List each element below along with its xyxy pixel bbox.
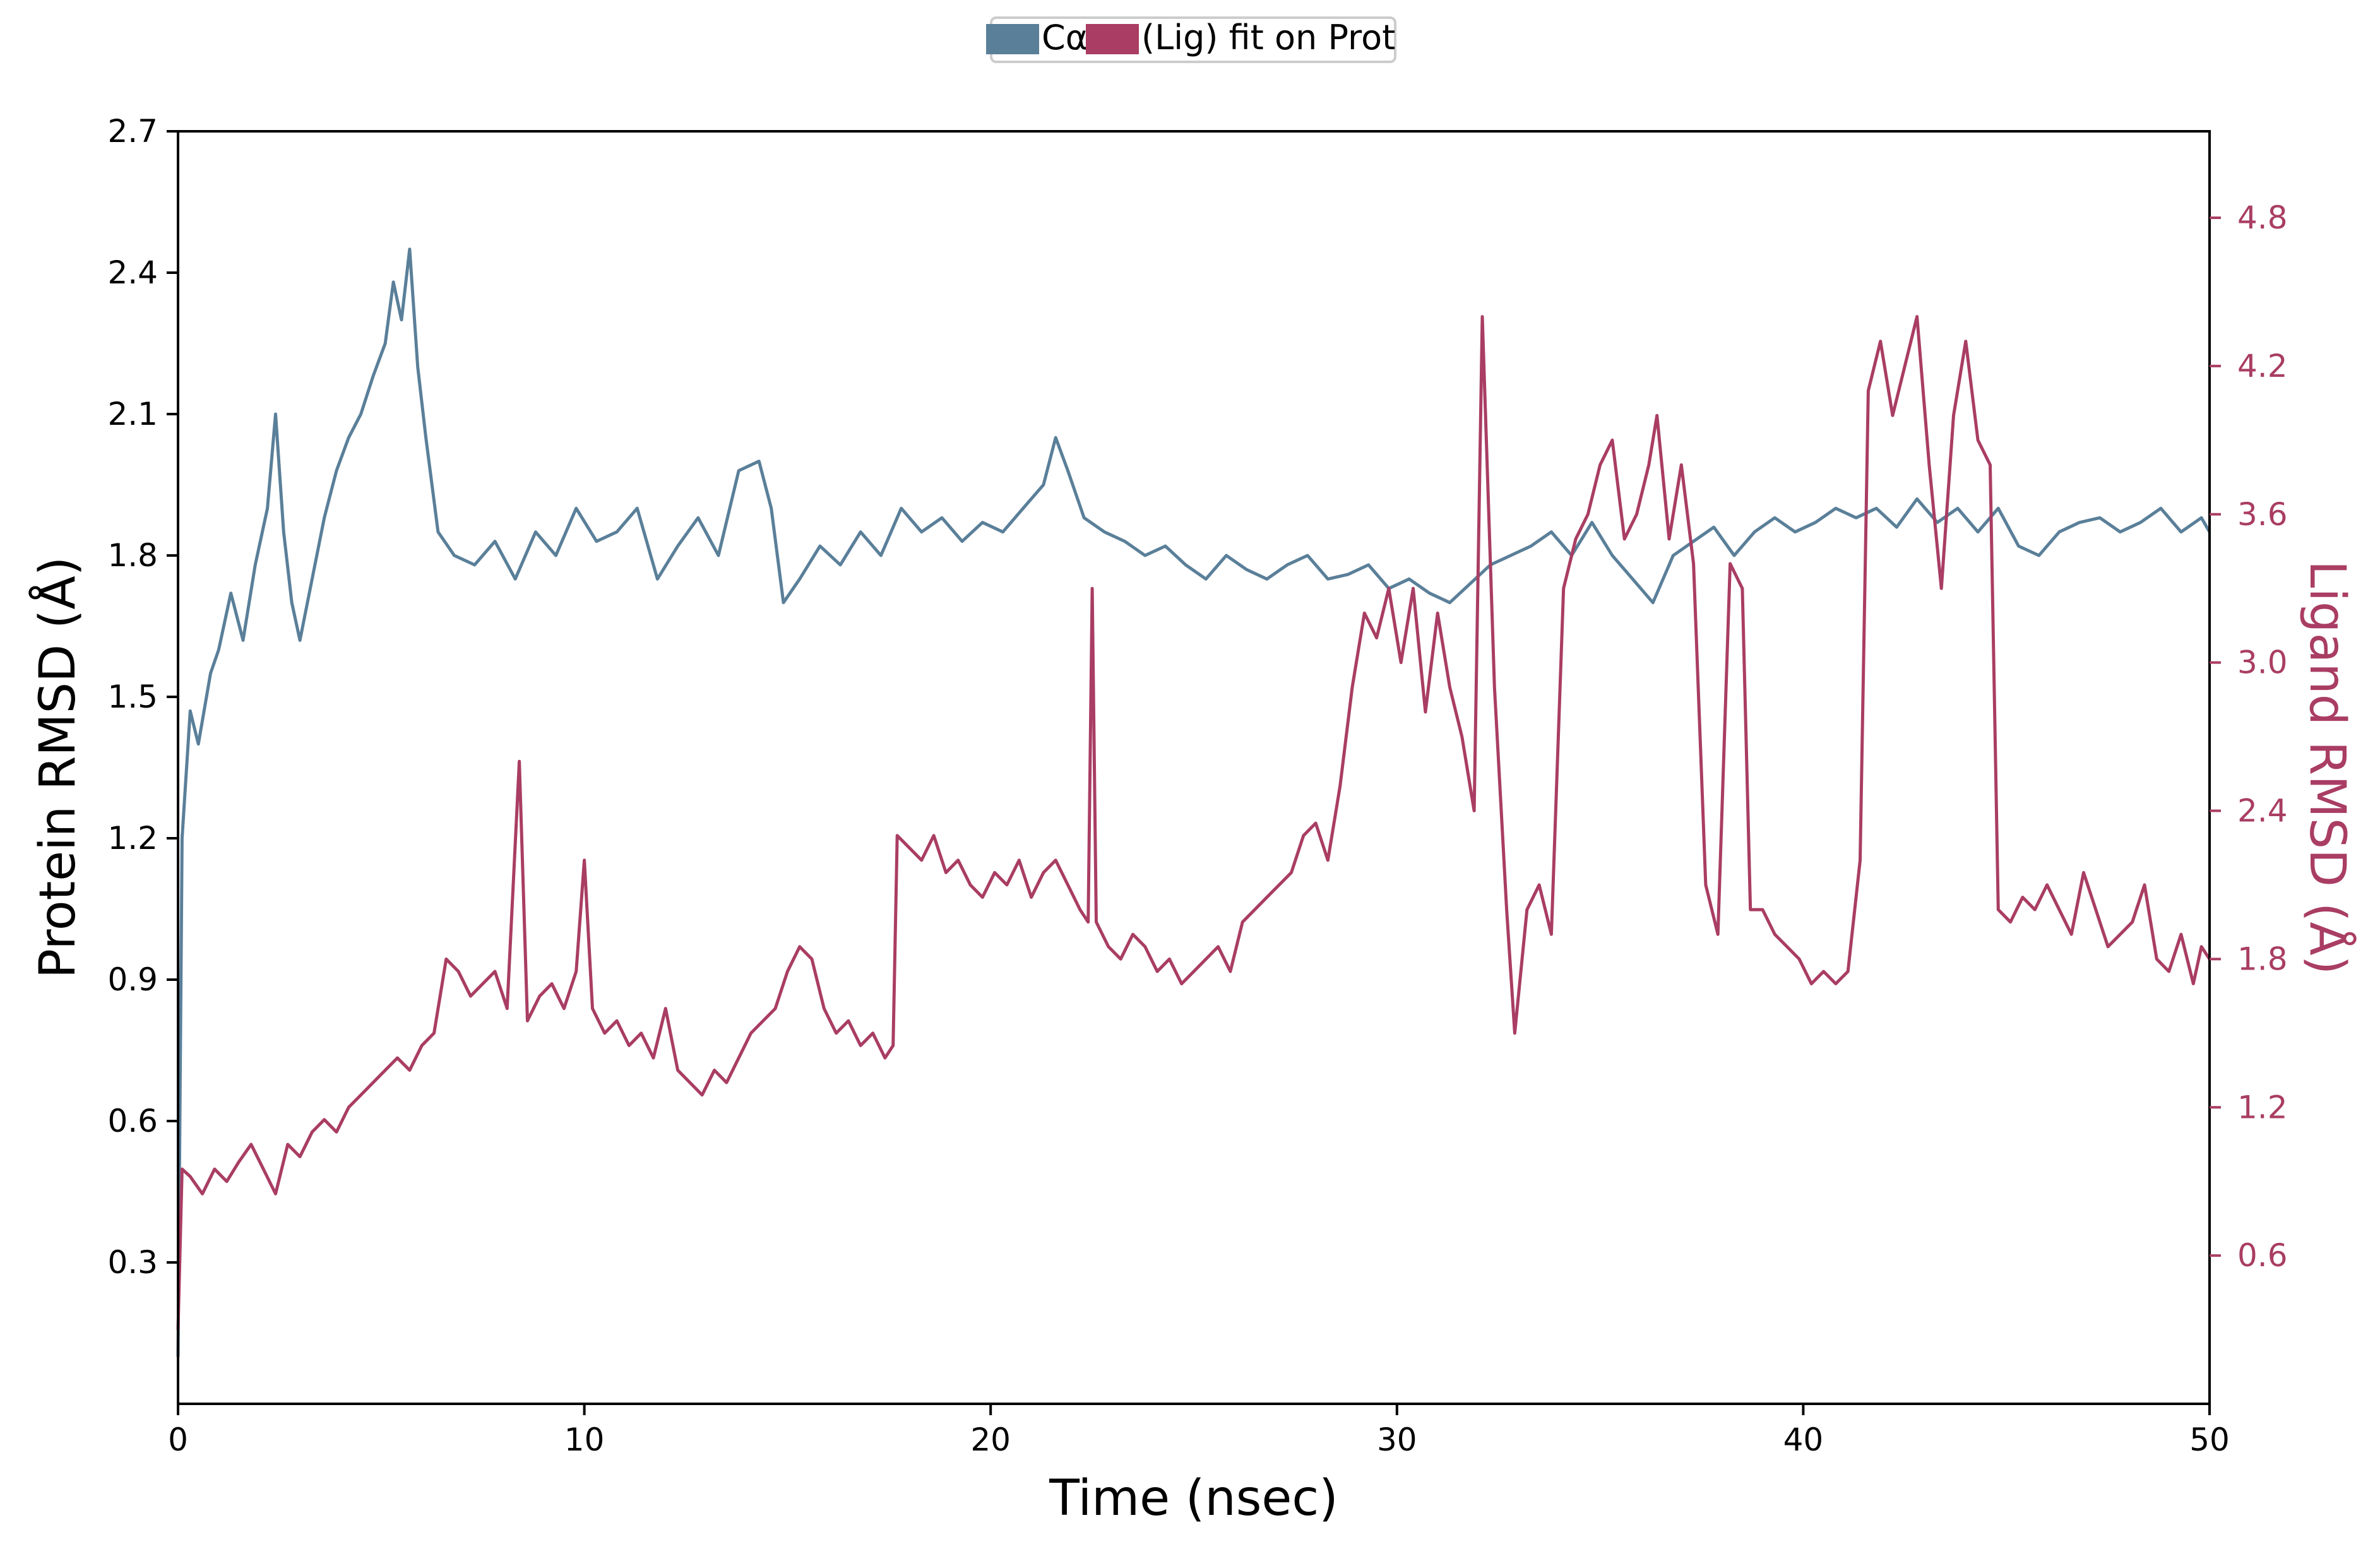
- x-tick-label: 50: [2189, 1421, 2230, 1458]
- plot-frame: [177, 130, 2211, 1405]
- y-left-tick-label: 1.2: [107, 820, 158, 857]
- y-right-tick-label: 0.6: [2237, 1237, 2288, 1274]
- y-left-tick-label: 1.8: [107, 537, 158, 574]
- legend-swatch-ca: [986, 24, 1039, 54]
- y-left-tick-label: 1.5: [107, 679, 158, 715]
- y-left-tick-label: 0.9: [107, 961, 158, 998]
- y-left-tick-label: 0.6: [107, 1103, 158, 1139]
- x-tick-label: 20: [970, 1421, 1011, 1458]
- y-right-tick-label: 1.8: [2237, 941, 2288, 977]
- y-right-axis: 0.6 1.2 1.8 2.4 3.0 3.6 4.2 4.8: [2210, 199, 2288, 1274]
- y-right-tick-label: 4.8: [2237, 199, 2288, 236]
- x-tick-label: 40: [1783, 1421, 1824, 1458]
- series-line-ca: [176, 247, 2211, 1357]
- x-tick-label: 30: [1377, 1421, 1417, 1458]
- y-left-tick-label: 2.7: [107, 113, 158, 150]
- x-axis: 0 10 20 30 40 50: [168, 1404, 2230, 1458]
- y-right-tick-label: 4.2: [2237, 348, 2288, 384]
- y-left-axis-label: Protein RMSD (Å): [28, 557, 86, 978]
- y-right-tick-label: 2.4: [2237, 793, 2288, 829]
- y-right-tick-label: 3.0: [2237, 644, 2288, 681]
- plot-lines: [176, 247, 2211, 1357]
- x-axis-label: Time (nsec): [1049, 1470, 1338, 1527]
- legend-swatch-ligand: [1086, 24, 1139, 54]
- legend: Cα (Lig) fit on Prot: [986, 16, 1396, 63]
- y-right-tick-label: 1.2: [2237, 1089, 2288, 1125]
- y-right-axis-label: Ligand RMSD (Å): [2299, 561, 2357, 975]
- legend-label-ligand: (Lig) fit on Prot: [1141, 18, 1395, 57]
- series-line-ligand: [176, 315, 2211, 1330]
- y-left-tick-label: 2.4: [107, 254, 158, 291]
- x-tick-label: 10: [564, 1421, 605, 1458]
- y-left-axis: 0.3 0.6 0.9 1.2 1.5 1.8 2.1 2.4 2.7: [107, 113, 178, 1281]
- legend-label-ca: Cα: [1042, 18, 1088, 57]
- y-left-tick-label: 0.3: [107, 1244, 158, 1281]
- x-tick-label: 0: [168, 1421, 188, 1458]
- y-left-tick-label: 2.1: [107, 396, 158, 432]
- y-right-tick-label: 3.6: [2237, 496, 2288, 533]
